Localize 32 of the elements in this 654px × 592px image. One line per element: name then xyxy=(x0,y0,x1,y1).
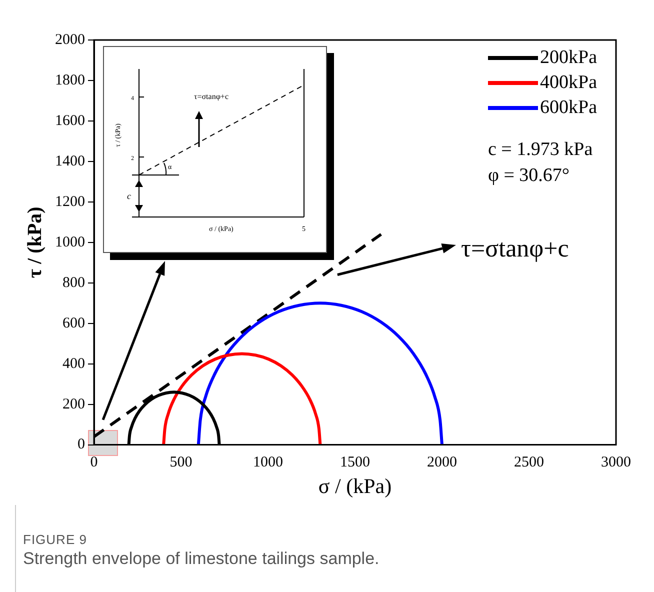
text: Strength envelope of limestone tailings sample. xyxy=(23,549,380,569)
y-tick-label: 1600 xyxy=(55,112,85,129)
annotation: φ = 30.67° xyxy=(488,164,570,186)
legend-label: 200kPa xyxy=(540,46,598,68)
y-tick-label: 400 xyxy=(62,356,85,372)
annotation: τ=σtanφ+c xyxy=(194,92,229,101)
annotation: c = 1.973 kPa xyxy=(488,138,594,160)
caption: FIGURE 9 xyxy=(23,532,88,547)
x-axis-title: σ / (kPa) xyxy=(318,474,392,498)
line-series xyxy=(162,352,322,445)
line-series xyxy=(196,302,444,445)
x-tick-label: 0 xyxy=(90,454,98,471)
legend-label: 400kPa xyxy=(540,72,598,93)
x-tick-label: 1500 xyxy=(340,454,370,471)
legend-label: 600kPa xyxy=(540,96,598,118)
y-axis-title: τ / (kPa) xyxy=(24,206,46,278)
x-tick-label: 1000 xyxy=(253,454,283,471)
y-tick-label: 1400 xyxy=(55,153,85,170)
y-tick-label: 800 xyxy=(62,274,85,291)
y-tick-label: 0 xyxy=(78,436,85,453)
y-tick-label: 1800 xyxy=(55,72,85,88)
y-tick-label: 1200 xyxy=(55,194,85,210)
x-tick-label: 2500 xyxy=(514,454,544,471)
y-tick-label: 2000 xyxy=(55,32,85,48)
annotation: c xyxy=(127,191,131,201)
annotation: τ=σtanφ+c xyxy=(461,236,569,263)
x-tick-label: 2000 xyxy=(427,454,457,471)
y-tick-label: 600 xyxy=(62,315,85,332)
x-tick-label: 500 xyxy=(170,454,192,471)
y-tick-label: 200 xyxy=(62,396,85,412)
x-tick-label: 3000 xyxy=(601,454,631,471)
y-tick-label: 1000 xyxy=(55,234,85,250)
